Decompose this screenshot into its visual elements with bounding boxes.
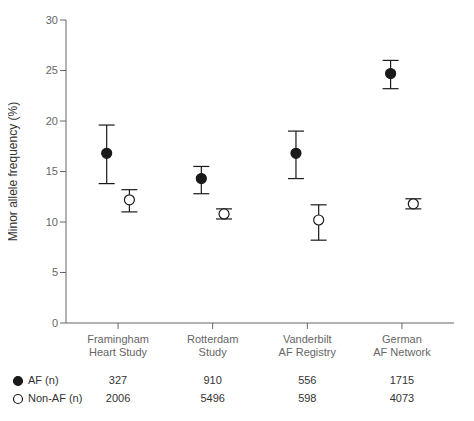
svg-text:30: 30 — [46, 14, 58, 26]
svg-text:5496: 5496 — [200, 392, 224, 404]
svg-text:0: 0 — [52, 317, 58, 329]
svg-text:1715: 1715 — [390, 374, 414, 386]
svg-text:2006: 2006 — [106, 392, 130, 404]
svg-text:25: 25 — [46, 64, 58, 76]
svg-text:AF (n): AF (n) — [28, 374, 59, 386]
svg-text:910: 910 — [204, 374, 222, 386]
svg-text:GermanAF Network: GermanAF Network — [373, 333, 431, 358]
svg-text:10: 10 — [46, 216, 58, 228]
svg-text:5: 5 — [52, 266, 58, 278]
svg-text:598: 598 — [298, 392, 316, 404]
svg-text:Minor allele frequency (%): Minor allele frequency (%) — [8, 102, 20, 241]
svg-text:556: 556 — [298, 374, 316, 386]
svg-text:Non-AF (n): Non-AF (n) — [28, 392, 82, 404]
svg-text:4073: 4073 — [390, 392, 414, 404]
svg-text:327: 327 — [109, 374, 127, 386]
svg-text:20: 20 — [46, 115, 58, 127]
svg-text:FraminghamHeart Study: FraminghamHeart Study — [87, 333, 149, 358]
svg-text:RotterdamStudy: RotterdamStudy — [187, 333, 238, 358]
svg-text:15: 15 — [46, 165, 58, 177]
svg-text:VanderbiltAF Registry: VanderbiltAF Registry — [279, 333, 337, 358]
